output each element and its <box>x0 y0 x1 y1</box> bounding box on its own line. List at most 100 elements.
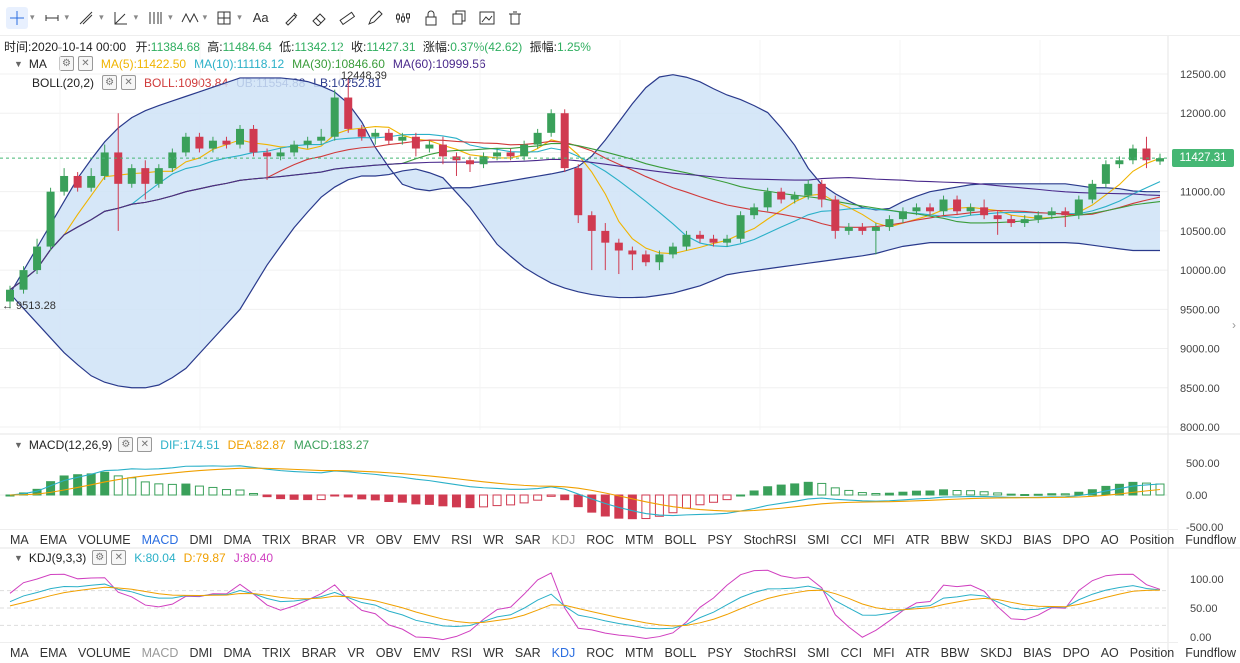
tab-rsi[interactable]: RSI <box>451 646 473 660</box>
ruler-tool[interactable] <box>336 4 358 32</box>
tab-volume[interactable]: VOLUME <box>77 533 131 547</box>
tab-mfi[interactable]: MFI <box>873 533 895 547</box>
lock-tool[interactable] <box>420 4 442 32</box>
chevron-down-icon[interactable]: ▾ <box>64 12 70 22</box>
tab-kdj[interactable]: KDJ <box>551 646 576 660</box>
delete-tool[interactable] <box>504 4 526 32</box>
wave-tool[interactable]: ▾ <box>179 4 208 32</box>
tab-stochrsi[interactable]: StochRSI <box>743 646 797 660</box>
tab-smi[interactable]: SMI <box>807 533 830 547</box>
close-icon[interactable]: ✕ <box>137 437 153 452</box>
gear-icon[interactable]: ⚙ <box>58 56 74 71</box>
tab-mfi[interactable]: MFI <box>873 646 895 660</box>
tab-sar[interactable]: SAR <box>514 646 541 660</box>
tab-bias[interactable]: BIAS <box>1023 533 1052 547</box>
tab-position[interactable]: Position <box>1129 646 1175 660</box>
tab-mtm[interactable]: MTM <box>625 533 654 547</box>
tab-atr[interactable]: ATR <box>905 646 930 660</box>
tab-sar[interactable]: SAR <box>514 533 541 547</box>
gear-icon[interactable]: ⚙ <box>118 437 134 452</box>
trend-line-tool[interactable]: ▾ <box>75 4 104 32</box>
horizontal-line-tool[interactable]: ▾ <box>41 4 70 32</box>
copy-tool[interactable] <box>448 4 470 32</box>
tab-brar[interactable]: BRAR <box>301 533 337 547</box>
collapse-icon[interactable]: ▼ <box>14 552 23 563</box>
tab-obv[interactable]: OBV <box>375 646 403 660</box>
collapse-icon[interactable]: ▼ <box>14 439 23 450</box>
close-icon[interactable]: ✕ <box>111 550 127 565</box>
chevron-down-icon[interactable]: ▾ <box>237 12 242 22</box>
tab-smi[interactable]: SMI <box>807 646 830 660</box>
tab-skdj[interactable]: SKDJ <box>980 533 1013 547</box>
tab-psy[interactable]: PSY <box>707 533 733 547</box>
tab-ema[interactable]: EMA <box>39 533 67 547</box>
tab-boll[interactable]: BOLL <box>664 533 697 547</box>
candle-body <box>696 234 704 239</box>
vertical-lines-tool[interactable]: ▾ <box>144 4 173 32</box>
tab-cci[interactable]: CCI <box>840 646 863 660</box>
tab-macd[interactable]: MACD <box>141 533 179 547</box>
tab-bbw[interactable]: BBW <box>940 533 970 547</box>
tab-roc[interactable]: ROC <box>586 646 615 660</box>
tab-rsi[interactable]: RSI <box>451 533 473 547</box>
tab-vr[interactable]: VR <box>347 533 365 547</box>
tab-emv[interactable]: EMV <box>413 646 441 660</box>
tab-dpo[interactable]: DPO <box>1062 646 1090 660</box>
tab-dma[interactable]: DMA <box>223 646 252 660</box>
tab-stochrsi[interactable]: StochRSI <box>743 533 797 547</box>
tab-ema[interactable]: EMA <box>39 646 67 660</box>
tab-obv[interactable]: OBV <box>375 533 403 547</box>
tab-position[interactable]: Position <box>1129 533 1175 547</box>
gear-icon[interactable]: ⚙ <box>102 75 118 90</box>
tab-psy[interactable]: PSY <box>707 646 733 660</box>
chevron-down-icon[interactable]: ▾ <box>30 12 35 22</box>
tab-trix[interactable]: TRIX <box>262 533 291 547</box>
text-tool[interactable]: Aa <box>248 4 274 32</box>
tab-wr[interactable]: WR <box>483 533 504 547</box>
tab-fundflow[interactable]: Fundflow <box>1185 646 1236 660</box>
tab-skdj[interactable]: SKDJ <box>980 646 1013 660</box>
tab-bbw[interactable]: BBW <box>940 646 970 660</box>
eraser-tool[interactable] <box>308 4 330 32</box>
tab-emv[interactable]: EMV <box>413 533 441 547</box>
tab-dmi[interactable]: DMI <box>189 646 213 660</box>
collapse-icon[interactable]: ▼ <box>14 58 23 69</box>
tab-mtm[interactable]: MTM <box>625 646 654 660</box>
tab-atr[interactable]: ATR <box>905 533 930 547</box>
tab-wr[interactable]: WR <box>483 646 504 660</box>
tab-boll[interactable]: BOLL <box>664 646 697 660</box>
brush-tool[interactable] <box>280 4 302 32</box>
angle-tool[interactable]: ▾ <box>110 4 139 32</box>
tab-dpo[interactable]: DPO <box>1062 533 1090 547</box>
chevron-right-icon[interactable]: › <box>1232 318 1236 332</box>
chevron-down-icon[interactable]: ▾ <box>99 12 104 22</box>
chevron-down-icon[interactable]: ▾ <box>202 12 208 22</box>
tab-volume[interactable]: VOLUME <box>77 646 131 660</box>
magnet-tool[interactable] <box>392 4 414 32</box>
tab-roc[interactable]: ROC <box>586 533 615 547</box>
crosshair-tool[interactable]: ▾ <box>6 4 35 32</box>
tab-trix[interactable]: TRIX <box>262 646 291 660</box>
tab-dmi[interactable]: DMI <box>189 533 213 547</box>
tab-ao[interactable]: AO <box>1100 533 1119 547</box>
chevron-down-icon[interactable]: ▾ <box>168 12 173 22</box>
tab-cci[interactable]: CCI <box>840 533 863 547</box>
tab-dma[interactable]: DMA <box>223 533 252 547</box>
measure-tool[interactable]: ▾ <box>213 4 242 32</box>
screenshot-tool[interactable] <box>476 4 498 32</box>
macd-bar <box>654 494 664 517</box>
close-icon[interactable]: ✕ <box>77 56 93 71</box>
tab-fundflow[interactable]: Fundflow <box>1185 533 1236 547</box>
tab-macd[interactable]: MACD <box>141 646 179 660</box>
close-icon[interactable]: ✕ <box>121 75 137 90</box>
tab-ma[interactable]: MA <box>10 646 29 660</box>
tab-vr[interactable]: VR <box>347 646 365 660</box>
chevron-down-icon[interactable]: ▾ <box>133 12 139 22</box>
gear-icon[interactable]: ⚙ <box>92 550 108 565</box>
tab-bias[interactable]: BIAS <box>1023 646 1052 660</box>
tab-brar[interactable]: BRAR <box>301 646 337 660</box>
pen-tool[interactable] <box>364 4 386 32</box>
tab-ma[interactable]: MA <box>10 533 29 547</box>
tab-kdj[interactable]: KDJ <box>551 533 576 547</box>
tab-ao[interactable]: AO <box>1100 646 1119 660</box>
